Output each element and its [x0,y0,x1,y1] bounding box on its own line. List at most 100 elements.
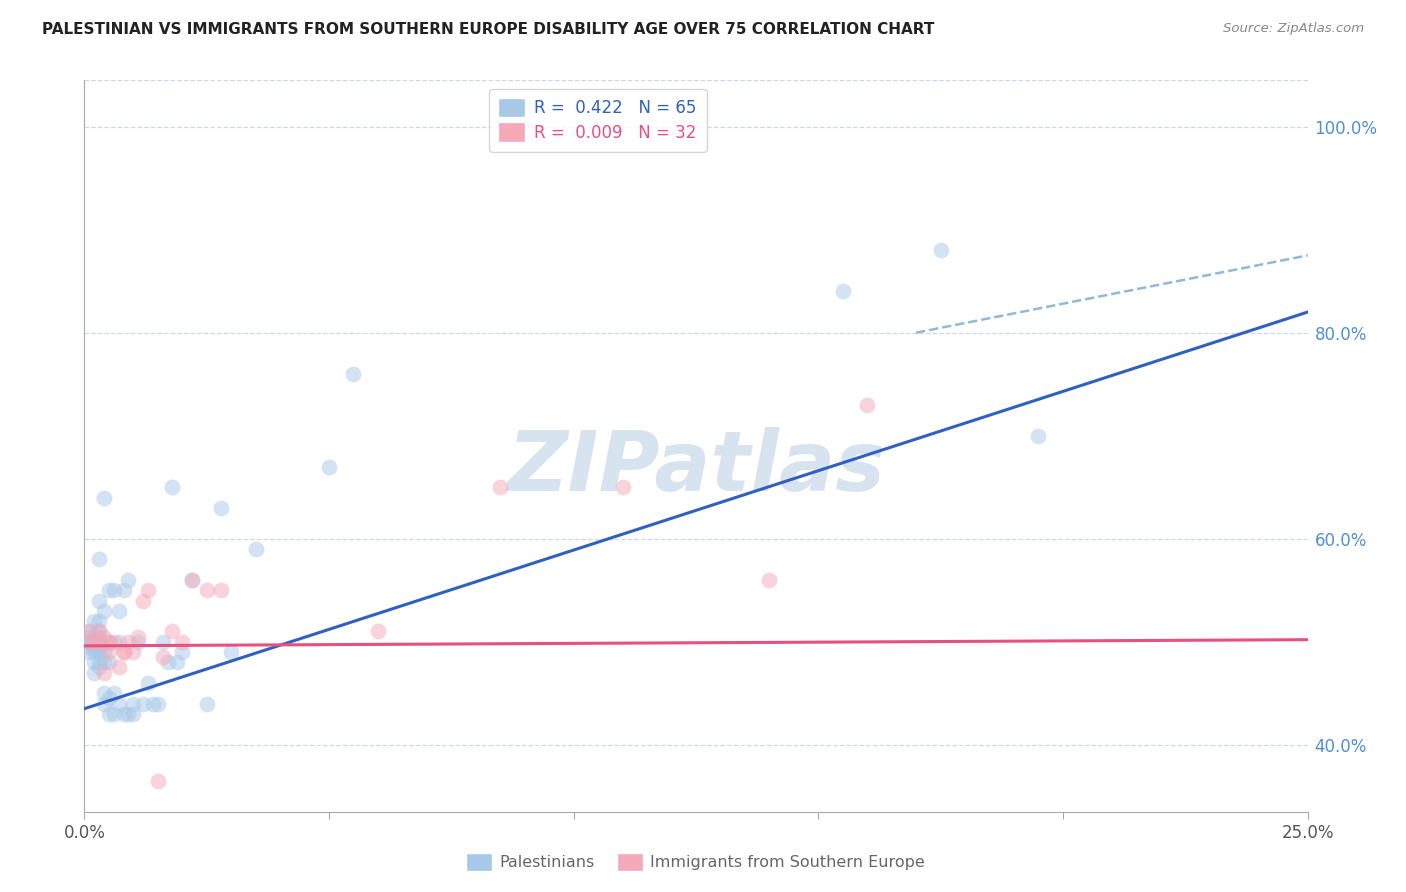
Point [83,630,105,644]
Point [195,583,218,598]
Point [87,624,110,639]
Point [112,706,135,721]
Point [152,650,174,665]
Point [87,614,110,628]
Point [367,624,389,639]
Point [83,665,105,680]
Point [77,624,100,639]
Point [162,624,184,639]
Point [117,573,139,587]
Point [87,660,110,674]
Point [97,656,120,670]
Point [93,697,115,711]
Point [87,656,110,670]
Point [77,645,100,659]
Point [83,634,105,648]
Point [83,640,105,654]
Point [172,645,194,659]
Point [103,634,125,648]
Point [83,634,105,648]
Point [195,697,218,711]
Point [97,645,120,659]
Point [342,367,364,381]
Point [77,634,100,648]
Point [103,583,125,598]
Point [93,645,115,659]
Point [758,573,780,587]
Point [77,640,100,654]
Point [1052,862,1074,876]
Point [612,480,634,494]
Point [93,491,115,505]
Point [97,691,120,706]
Point [93,604,115,618]
Point [136,676,159,690]
Point [117,706,139,721]
Point [162,480,184,494]
Point [87,634,110,648]
Point [1028,428,1050,442]
Point [142,697,165,711]
Point [209,500,232,515]
Point [122,645,145,659]
Point [87,640,110,654]
Point [83,645,105,659]
Point [97,706,120,721]
Text: ZIPatlas: ZIPatlas [508,427,884,508]
Point [181,573,204,587]
Point [136,583,159,598]
Point [172,634,194,648]
Point [122,697,145,711]
Point [93,686,115,700]
Point [97,583,120,598]
Point [318,459,340,474]
Point [103,706,125,721]
Point [97,634,120,648]
Point [107,604,129,618]
Point [107,660,129,674]
Point [219,645,242,659]
Point [112,645,135,659]
Point [87,645,110,659]
Point [97,634,120,648]
Point [93,630,115,644]
Point [87,630,110,644]
Point [132,697,155,711]
Point [112,583,135,598]
Point [856,398,879,412]
Point [245,541,267,556]
Point [77,630,100,644]
Point [83,656,105,670]
Point [156,656,179,670]
Point [93,656,115,670]
Point [87,634,110,648]
Point [831,285,853,299]
Point [77,624,100,639]
Point [87,593,110,607]
Point [117,634,139,648]
Point [83,614,105,628]
Text: PALESTINIAN VS IMMIGRANTS FROM SOUTHERN EUROPE DISABILITY AGE OVER 75 CORRELATIO: PALESTINIAN VS IMMIGRANTS FROM SOUTHERN … [42,22,935,37]
Legend: Palestinians, Immigrants from Southern Europe: Palestinians, Immigrants from Southern E… [461,847,931,877]
Point [152,634,174,648]
Point [122,706,145,721]
Point [127,634,149,648]
Point [107,634,129,648]
Point [132,593,155,607]
Point [146,697,169,711]
Point [87,552,110,566]
Point [166,656,188,670]
Point [489,480,512,494]
Point [127,630,149,644]
Point [209,583,232,598]
Point [107,697,129,711]
Point [112,645,135,659]
Point [181,573,204,587]
Point [87,624,110,639]
Point [929,244,952,258]
Point [93,665,115,680]
Point [103,686,125,700]
Point [77,634,100,648]
Point [1223,871,1246,886]
Point [146,773,169,788]
